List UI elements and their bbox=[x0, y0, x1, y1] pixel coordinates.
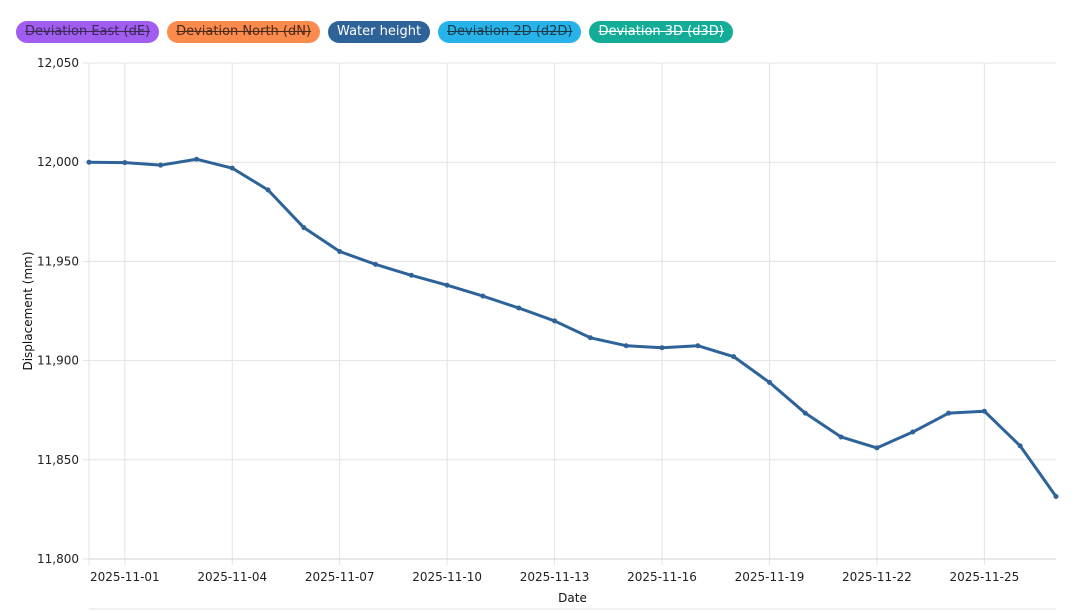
data-point bbox=[480, 293, 486, 299]
legend: Deviation East (dE) Deviation North (dN) W… bbox=[16, 21, 733, 43]
data-point bbox=[766, 379, 772, 385]
data-point bbox=[229, 165, 235, 171]
data-point bbox=[695, 343, 701, 349]
x-axis-title: Date bbox=[558, 591, 587, 605]
data-point bbox=[86, 159, 92, 165]
data-point bbox=[516, 305, 522, 311]
data-point bbox=[731, 354, 737, 360]
x-tick-label: 2025-11-22 bbox=[842, 570, 912, 584]
x-tick-label: 2025-11-04 bbox=[197, 570, 267, 584]
series-line-water-height bbox=[88, 157, 1058, 498]
y-tick-label: 11,950 bbox=[37, 254, 79, 268]
y-axis-title: Displacement (mm) bbox=[21, 251, 35, 370]
data-point bbox=[910, 429, 916, 435]
x-tick-label: 2025-11-01 bbox=[90, 570, 160, 584]
x-tick-label: 2025-11-13 bbox=[520, 570, 590, 584]
data-point bbox=[587, 335, 593, 341]
data-point bbox=[838, 434, 844, 440]
y-tick-label: 11,900 bbox=[37, 354, 79, 368]
data-point bbox=[874, 445, 880, 451]
data-point bbox=[408, 272, 414, 278]
x-tick-label: 2025-11-25 bbox=[949, 570, 1019, 584]
legend-item[interactable]: Deviation East (dE) bbox=[16, 21, 160, 43]
data-point bbox=[659, 345, 665, 351]
y-tick-label: 11,850 bbox=[37, 453, 79, 467]
x-tick-label: 2025-11-07 bbox=[305, 570, 375, 584]
data-point bbox=[981, 408, 987, 414]
data-point bbox=[265, 187, 271, 193]
data-point bbox=[301, 225, 307, 231]
data-point bbox=[802, 410, 808, 416]
data-point bbox=[623, 343, 629, 349]
y-tick-label: 11,800 bbox=[37, 552, 79, 566]
legend-item[interactable]: Deviation 3D (d3D) bbox=[589, 21, 733, 43]
data-point bbox=[193, 156, 199, 162]
x-tick-label: 2025-11-19 bbox=[735, 570, 805, 584]
x-tick-label: 2025-11-10 bbox=[412, 570, 482, 584]
legend-item[interactable]: Deviation 2D (d2D) bbox=[438, 21, 582, 43]
data-point bbox=[337, 248, 343, 254]
data-point bbox=[1017, 443, 1023, 449]
legend-item[interactable]: Water height bbox=[328, 21, 431, 43]
data-point bbox=[373, 261, 379, 267]
data-point bbox=[122, 160, 128, 166]
data-point bbox=[158, 162, 164, 168]
legend-item[interactable]: Deviation North (dN) bbox=[167, 21, 321, 43]
y-tick-label: 12,000 bbox=[37, 155, 79, 169]
data-point bbox=[444, 282, 450, 288]
x-tick-label: 2025-11-16 bbox=[627, 570, 697, 584]
data-point bbox=[552, 318, 558, 324]
y-tick-label: 12,050 bbox=[37, 56, 79, 70]
data-point bbox=[946, 410, 952, 416]
data-point bbox=[1053, 494, 1059, 500]
